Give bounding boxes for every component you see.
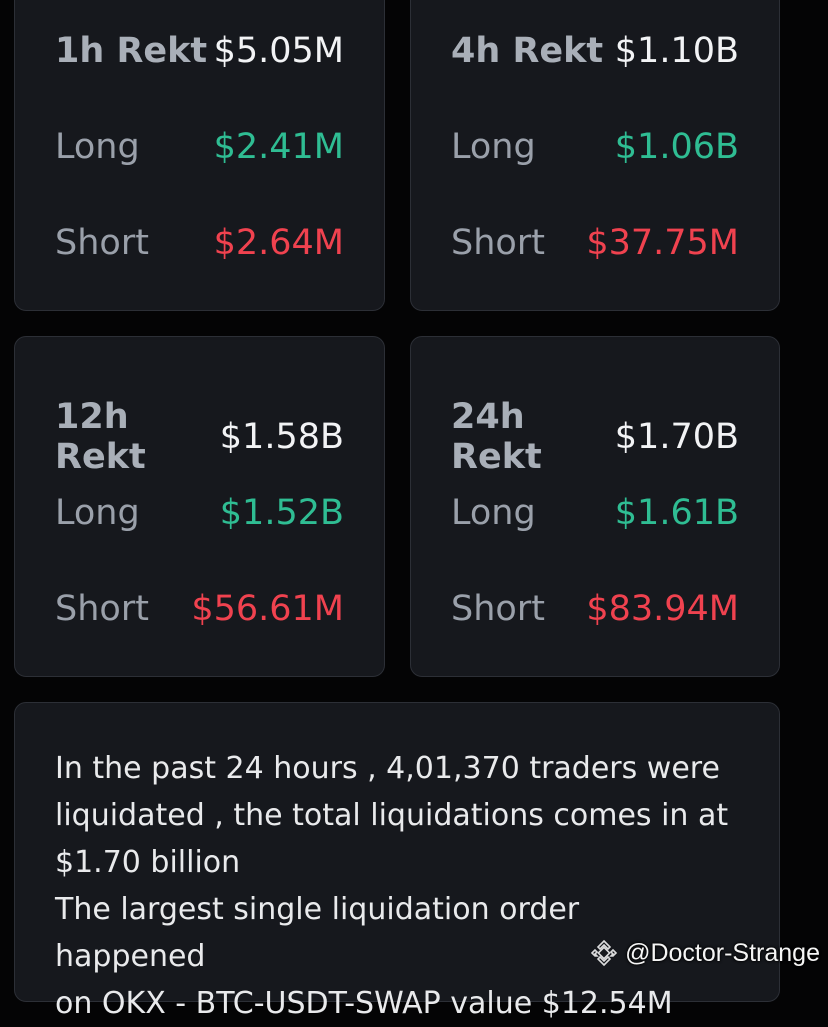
long-value: $2.41M [213, 127, 344, 167]
liquidation-summary-card: In the past 24 hours , 4,01,370 traders … [14, 702, 780, 1021]
long-row: Long $1.06B [451, 127, 739, 167]
short-row: Short $37.75M [451, 223, 739, 263]
short-label: Short [55, 223, 149, 263]
card-header: 1h Rekt $5.05M [55, 31, 344, 71]
liquidation-card-12h: 12h Rekt $1.58B Long $1.52B Short $56.61… [14, 336, 385, 677]
short-label: Short [55, 589, 149, 629]
total-rekt-value: $1.70B [614, 417, 739, 457]
total-rekt-value: $1.10B [614, 31, 739, 71]
card-title: 4h Rekt [451, 31, 604, 71]
short-label: Short [451, 223, 545, 263]
liquidation-card-24h: 24h Rekt $1.70B Long $1.61B Short $83.94… [410, 336, 780, 677]
liquidation-card-1h: 1h Rekt $5.05M Long $2.41M Short $2.64M [14, 0, 385, 311]
summary-line: liquidated , the total liquidations come… [55, 798, 729, 833]
short-value: $83.94M [586, 589, 739, 629]
watermark: @Doctor-Strange [589, 938, 820, 968]
short-row: Short $56.61M [55, 589, 344, 629]
long-value: $1.52B [219, 493, 344, 533]
liquidation-card-4h: 4h Rekt $1.10B Long $1.06B Short $37.75M [410, 0, 780, 311]
card-header: 4h Rekt $1.10B [451, 31, 739, 71]
summary-line: $1.70 billion [55, 845, 241, 880]
total-rekt-value: $1.58B [219, 417, 344, 457]
card-header: 12h Rekt $1.58B [55, 397, 344, 477]
summary-line: In the past 24 hours , 4,01,370 traders … [55, 751, 720, 786]
watermark-text: @Doctor-Strange [625, 938, 820, 967]
total-rekt-value: $5.05M [213, 31, 344, 71]
card-title: 24h Rekt [451, 397, 542, 477]
binance-logo-icon [589, 938, 619, 968]
long-label: Long [55, 493, 140, 533]
long-row: Long $2.41M [55, 127, 344, 167]
summary-line: on OKX - BTC-USDT-SWAP value $12.54M [55, 986, 673, 1021]
card-title: 1h Rekt [55, 31, 208, 71]
short-value: $56.61M [191, 589, 344, 629]
short-row: Short $2.64M [55, 223, 344, 263]
card-title: 12h Rekt [55, 397, 146, 477]
summary-text: In the past 24 hours , 4,01,370 traders … [55, 745, 739, 1027]
short-value: $37.75M [586, 223, 739, 263]
long-label: Long [451, 493, 536, 533]
long-value: $1.06B [614, 127, 739, 167]
summary-line: The largest single liquidation order hap… [55, 892, 580, 974]
short-label: Short [451, 589, 545, 629]
long-value: $1.61B [614, 493, 739, 533]
short-value: $2.64M [213, 223, 344, 263]
long-row: Long $1.61B [451, 493, 739, 533]
long-label: Long [451, 127, 536, 167]
short-row: Short $83.94M [451, 589, 739, 629]
long-row: Long $1.52B [55, 493, 344, 533]
card-header: 24h Rekt $1.70B [451, 397, 739, 477]
long-label: Long [55, 127, 140, 167]
